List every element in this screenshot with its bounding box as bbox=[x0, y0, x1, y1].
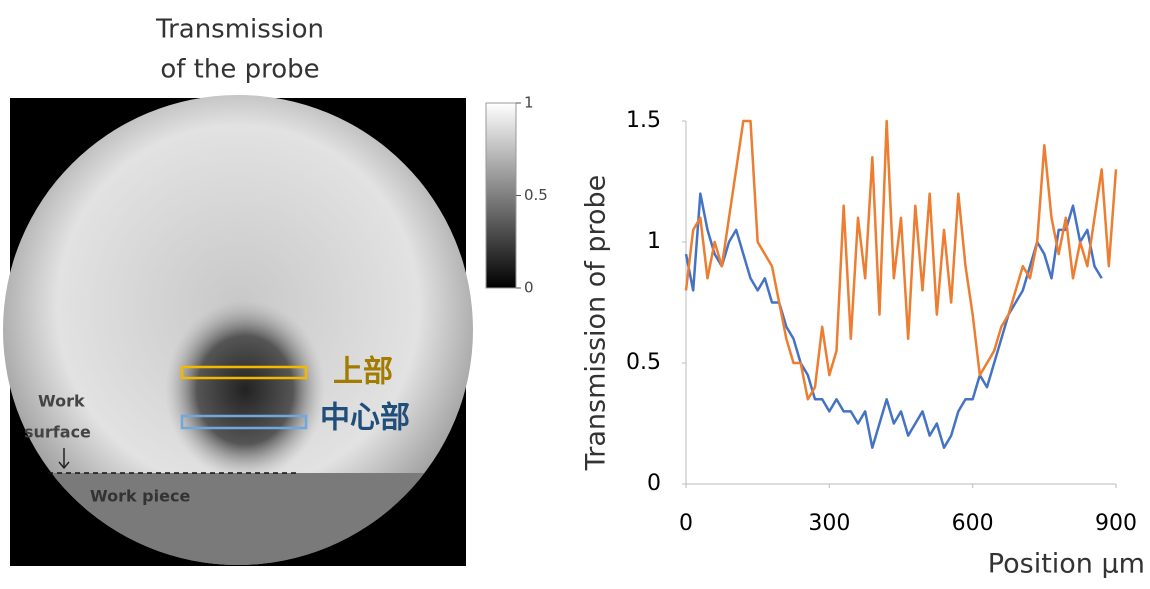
dark-region bbox=[165, 300, 325, 480]
image-title: of the probe bbox=[160, 55, 319, 85]
colorbar bbox=[486, 103, 516, 288]
series-line bbox=[686, 121, 1116, 399]
y-axis-label: Transmission of probe bbox=[581, 175, 612, 472]
y-tick-label: 1.5 bbox=[626, 108, 661, 133]
image-title: Transmission bbox=[155, 15, 324, 45]
series-line bbox=[686, 194, 1102, 448]
x-tick-label: 0 bbox=[679, 511, 693, 536]
surface-label: Work bbox=[38, 392, 85, 411]
y-tick-label: 0.5 bbox=[626, 350, 661, 375]
center-label: 中心部 bbox=[320, 401, 410, 436]
upper-label: 上部 bbox=[333, 355, 393, 390]
figure: Transmission of the probe 上部 中心部 Work su… bbox=[0, 0, 1150, 585]
y-tick-label: 0 bbox=[647, 471, 661, 496]
x-axis-label: Position μm bbox=[988, 549, 1145, 580]
x-tick-label: 300 bbox=[808, 511, 850, 536]
colorbar-tick-label: 1 bbox=[524, 94, 534, 112]
colorbar-tick-label: 0.5 bbox=[524, 186, 548, 204]
x-tick-label: 600 bbox=[952, 511, 994, 536]
colorbar-tick-label: 0 bbox=[524, 279, 534, 297]
y-tick-label: 1 bbox=[647, 229, 661, 254]
piece-label: Work piece bbox=[90, 487, 190, 506]
surface-label: surface bbox=[24, 423, 91, 442]
x-tick-label: 900 bbox=[1095, 511, 1137, 536]
